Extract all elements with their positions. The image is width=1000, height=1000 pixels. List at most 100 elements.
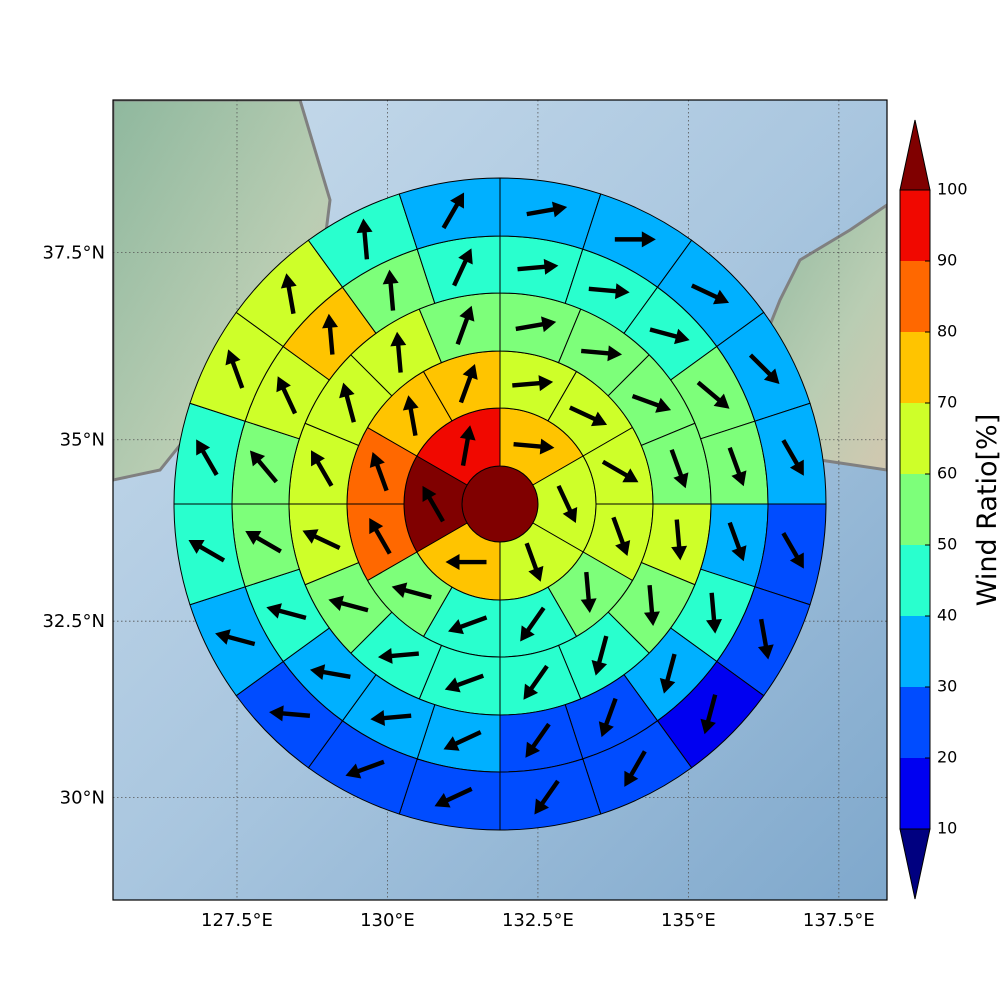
wind-arrow xyxy=(706,592,722,634)
y-tick-label: 35°N xyxy=(60,430,105,451)
colorbar-tick-label: 80 xyxy=(937,322,957,341)
wind-arrow xyxy=(369,452,389,492)
wind-arrow xyxy=(568,405,608,427)
wind-arrow xyxy=(757,618,774,660)
x-tick-label: 127.5°E xyxy=(201,910,273,931)
wind-arrow xyxy=(727,446,747,487)
wind-arrow xyxy=(215,629,256,647)
wind-arrow xyxy=(671,519,688,561)
colorbar-bin xyxy=(900,332,930,403)
colorbar-label: Wind Ratio[%] xyxy=(972,414,1000,606)
colorbar-tick-label: 90 xyxy=(937,251,957,270)
colorbar-tick-label: 10 xyxy=(937,819,957,838)
wind-arrow xyxy=(580,571,597,613)
x-tick-label: 130°E xyxy=(360,910,415,931)
colorbar-extend-high xyxy=(899,119,931,191)
polar-diagram xyxy=(173,177,827,831)
wind-arrow xyxy=(390,331,407,373)
wind-arrow xyxy=(302,529,341,550)
wind-arrow xyxy=(322,313,339,355)
wind-arrow xyxy=(520,606,546,642)
colorbar-tick-label: 20 xyxy=(937,748,957,767)
wind-arrow xyxy=(614,231,656,248)
x-tick-label: 135°E xyxy=(661,910,716,931)
wind-arrow xyxy=(525,722,551,758)
wind-arrow xyxy=(591,635,609,676)
colorbar: 10 20 30 40 50 60 70 80 90 100 xyxy=(899,119,968,900)
wind-arrow xyxy=(369,518,392,555)
wind-arrow xyxy=(556,484,578,524)
wind-arrow xyxy=(696,380,730,409)
wind-arrow xyxy=(422,485,445,523)
colorbar-bin xyxy=(900,261,930,332)
wind-arrow xyxy=(611,516,631,556)
wind-arrow xyxy=(727,521,747,562)
wind-arrow xyxy=(690,283,730,305)
wind-arrow xyxy=(515,316,557,333)
wind-arrow xyxy=(523,664,549,700)
wind-arrow xyxy=(310,450,334,487)
colorbar-frame xyxy=(899,189,931,830)
wind-arrow xyxy=(588,283,630,300)
wind-arrow xyxy=(249,450,278,484)
wind-arrow xyxy=(276,376,298,415)
wind-arrow xyxy=(266,603,307,621)
colorbar-bin xyxy=(900,687,930,758)
colorbar-tick-label: 50 xyxy=(937,535,957,554)
y-tick-label: 30°N xyxy=(60,788,105,809)
wind-arrow xyxy=(448,615,488,635)
wind-arrow xyxy=(513,438,555,455)
wind-arrow xyxy=(452,248,473,287)
wind-arrow xyxy=(280,273,297,315)
y-tick-label: 37.5°N xyxy=(42,243,105,264)
wind-arrow xyxy=(328,595,369,613)
y-tick-label: 32.5°N xyxy=(42,611,105,632)
wind-arrow xyxy=(781,532,804,569)
wind-arrow xyxy=(188,539,226,563)
wind-arrow xyxy=(748,353,780,385)
wind-arrow xyxy=(345,759,385,779)
wind-arrow xyxy=(309,664,351,681)
wind-arrow xyxy=(377,647,420,664)
colorbar-bin xyxy=(900,616,930,687)
wind-arrow xyxy=(512,375,554,392)
colorbar-tick-label: 70 xyxy=(937,393,957,412)
wind-arrow xyxy=(225,349,245,389)
wind-arrow xyxy=(339,382,356,423)
wind-arrow xyxy=(631,393,672,413)
colorbar-tick-label: 100 xyxy=(937,180,968,199)
colorbar-tick-label: 60 xyxy=(937,464,957,483)
wind-arrow xyxy=(445,554,487,571)
wind-arrow xyxy=(649,327,690,345)
map-frame xyxy=(112,99,888,901)
wind-arrow xyxy=(524,542,544,582)
wind-arrow xyxy=(441,192,465,230)
colorbar-bin xyxy=(900,545,930,616)
wind-arrow xyxy=(356,218,373,260)
wind-arrow xyxy=(580,345,623,362)
wind-arrow xyxy=(444,673,485,693)
x-tick-label: 132.5°E xyxy=(502,910,574,931)
wind-arrow xyxy=(402,395,419,437)
wind-arrow xyxy=(601,459,639,483)
colorbar-bin xyxy=(900,758,930,829)
colorbar-extend-low xyxy=(899,828,931,900)
wind-arrow xyxy=(458,364,478,404)
wind-arrow xyxy=(526,201,568,218)
colorbar-bin xyxy=(900,403,930,474)
wind-arrow xyxy=(196,439,219,476)
wind-arrow xyxy=(669,448,689,489)
wind-arrow xyxy=(643,584,660,627)
wind-arrow xyxy=(391,582,432,600)
colorbar-bin xyxy=(900,474,930,545)
wind-arrow xyxy=(459,425,476,467)
wind-arrow xyxy=(534,779,560,815)
wind-arrow xyxy=(781,439,804,476)
wind-arrow xyxy=(700,694,718,735)
axes: 127.5°E 130°E 132.5°E 135°E 137.5°E 30°N 32.5°… xyxy=(42,243,874,931)
x-tick-label: 137.5°E xyxy=(803,910,875,931)
colorbar-tick-label: 40 xyxy=(937,606,957,625)
wind-arrow xyxy=(624,750,647,787)
